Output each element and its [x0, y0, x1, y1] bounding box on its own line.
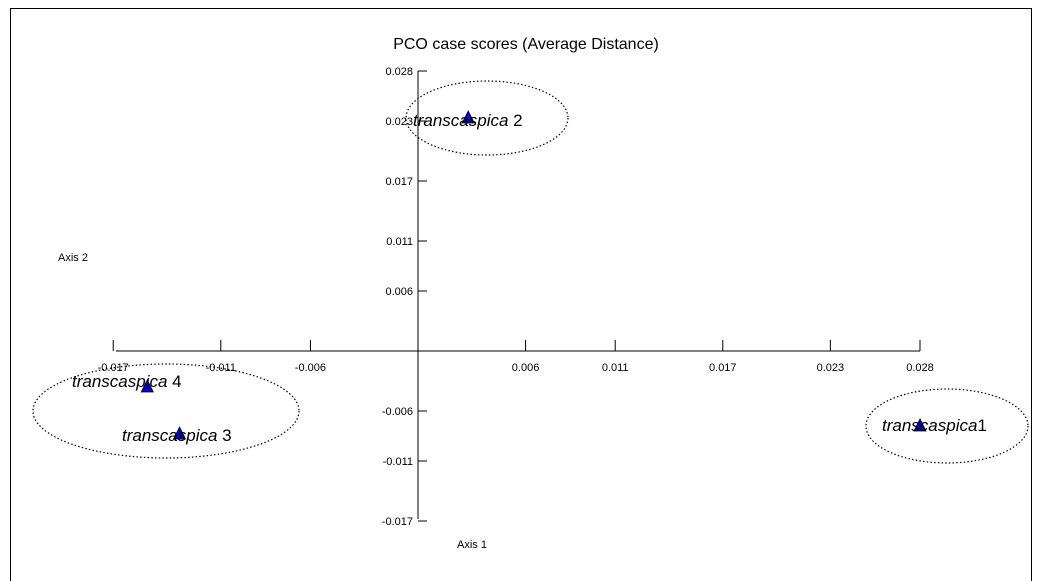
point-label-species: transcaspica: [72, 372, 167, 391]
point-label-species: transcaspica: [122, 426, 217, 445]
x-tick-label: 0.017: [709, 362, 737, 374]
x-tick-label: -0.017: [98, 362, 129, 374]
chart-frame: [10, 8, 1032, 581]
point-label-number: 2: [508, 111, 522, 130]
cluster-ellipse: [405, 80, 569, 156]
x-axis-title: Axis 1: [457, 539, 487, 551]
x-tick-label: 0.011: [602, 362, 629, 374]
point-label-species: transcaspica: [413, 111, 508, 130]
chart-title: PCO case scores (Average Distance): [393, 36, 659, 53]
data-point-triangle: [172, 426, 187, 440]
y-tick-label: -0.017: [382, 516, 413, 528]
x-tick-label: 0.023: [817, 362, 845, 374]
y-tick-label: 0.017: [385, 176, 413, 188]
cluster-ellipse: [865, 388, 1029, 464]
data-point-triangle: [461, 110, 475, 124]
x-tick-label: 0.028: [906, 362, 934, 374]
axes: -0.017 -0.011 -0.006 0.006 0.011 0.017 0.023 0.…: [98, 66, 934, 528]
cluster-ellipse: [32, 363, 300, 459]
y-tick-label: 0.028: [385, 66, 413, 78]
x-tick-label: 0.006: [512, 362, 540, 374]
x-tick-label: -0.006: [295, 362, 326, 374]
data-point-triangle: [140, 379, 154, 393]
y-axis-title: Axis 2: [58, 252, 88, 264]
point-label: transcaspica 4: [72, 372, 182, 391]
y-tick-label: 0.023: [385, 116, 413, 128]
point-label-number: 4: [167, 372, 181, 391]
point-label: transcaspica 2: [413, 111, 523, 130]
point-label-number: 1: [977, 416, 986, 435]
point-label: transcaspica1: [882, 416, 987, 435]
y-tick-label: -0.006: [382, 406, 413, 418]
point-label-number: 3: [217, 426, 231, 445]
cluster-ellipses: [32, 80, 1029, 464]
point-label: transcaspica 3: [122, 426, 232, 445]
y-tick-label: 0.011: [386, 236, 413, 248]
y-tick-label: 0.006: [385, 286, 413, 298]
y-tick-label: -0.011: [383, 456, 413, 468]
data-point-triangle: [913, 418, 927, 432]
data-points: [140, 110, 927, 440]
point-label-species: transcaspica: [882, 416, 977, 435]
